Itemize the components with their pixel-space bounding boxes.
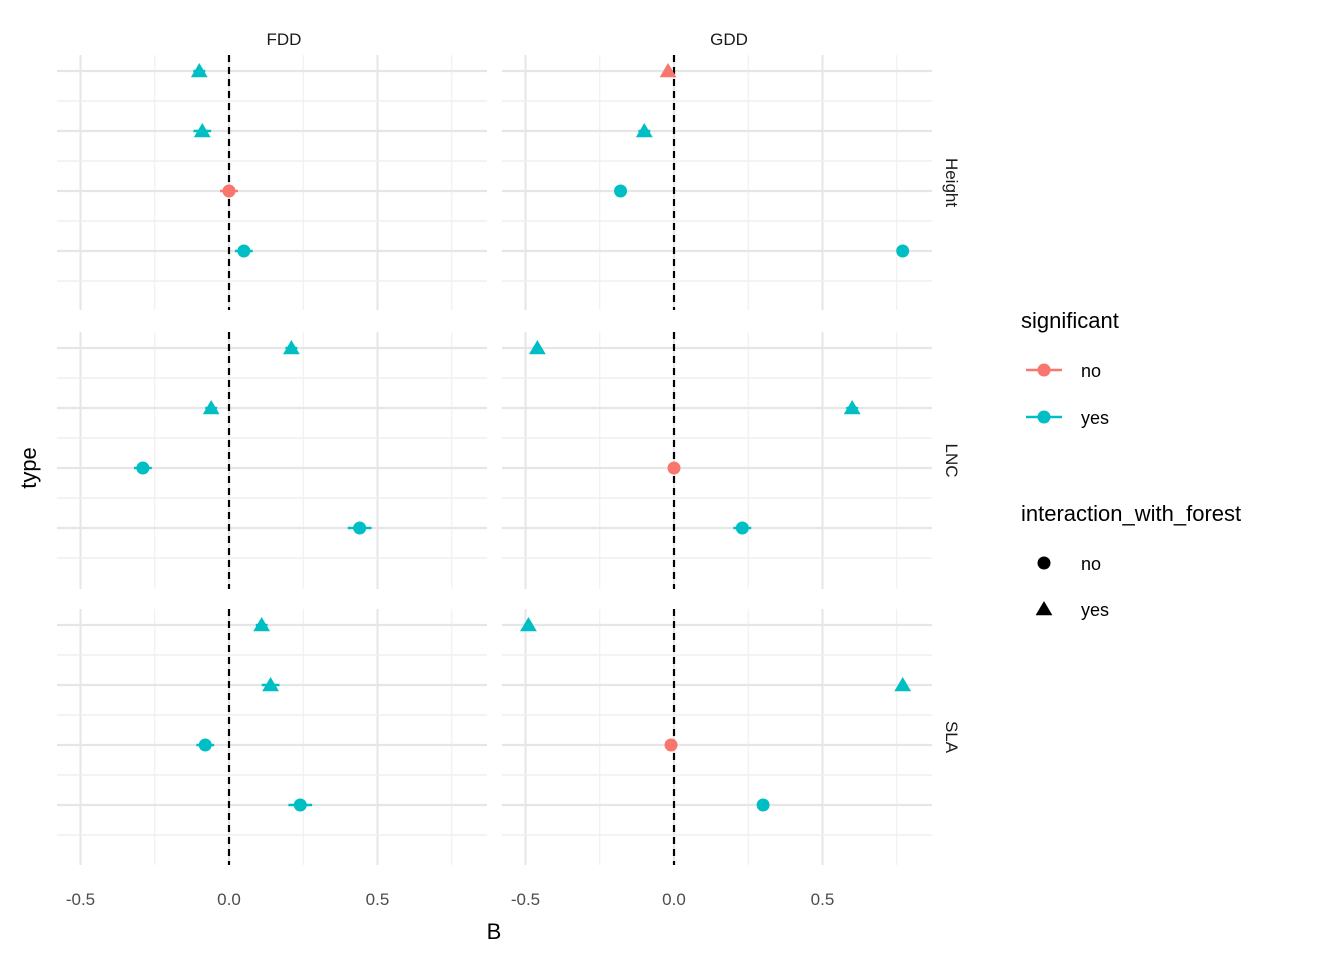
data-point-triangle [193,123,211,138]
x-axis-ticks: -0.5 0.0 0.5 -0.5 0.0 0.5 [66,890,834,909]
legend-label-no: no [1081,361,1101,381]
data-point-triangle [282,340,300,355]
points-gdd-height [614,63,910,258]
legend-label-yes: yes [1081,408,1109,428]
points-gdd-sla [520,617,912,812]
data-point-circle [735,521,749,535]
data-point-circle [198,738,212,752]
x-tick-label: 0.5 [366,890,390,909]
strip-label-height: Height [942,158,961,207]
legend-label-shape-yes: yes [1081,600,1109,620]
data-point-circle [756,798,770,812]
panel-gdd-lnc [502,332,932,589]
points-fdd-height [190,63,253,258]
data-point-circle [353,521,367,535]
points-fdd-lnc [133,340,372,535]
data-point-circle [136,461,150,475]
y-axis-title: type [16,447,41,489]
panel-fdd-lnc [57,332,487,589]
x-tick-label: -0.5 [511,890,540,909]
points-gdd-lnc [528,340,861,535]
panel-fdd-height [57,55,487,310]
data-point-triangle [253,617,271,632]
data-point-triangle [190,63,208,78]
x-axis-title: B [487,919,502,944]
legend-key-circle [1037,556,1051,570]
strip-label-fdd: FDD [267,30,302,49]
data-point-circle [237,244,251,258]
strip-label-lnc: LNC [942,443,961,477]
x-tick-label: 0.0 [662,890,686,909]
strip-label-sla: SLA [942,721,961,754]
x-tick-label: -0.5 [66,890,95,909]
legend-title-interaction: interaction_with_forest [1021,501,1241,526]
data-point-circle [667,461,681,475]
legend-title-significant: significant [1021,308,1119,333]
data-point-triangle [520,617,537,632]
data-point-circle [614,184,628,198]
x-tick-label: 0.0 [217,890,241,909]
data-point-triangle [635,123,653,138]
legend-key-point [1037,363,1051,377]
data-point-triangle [262,677,279,692]
panel-gdd-height [502,55,932,310]
data-point-circle [664,738,678,752]
data-point-triangle [202,400,220,415]
panel-gdd-sla [502,609,932,865]
panel-fdd-sla [57,609,487,865]
data-point-circle [896,244,910,258]
legend-label-shape-no: no [1081,554,1101,574]
strip-label-gdd: GDD [710,30,748,49]
x-tick-label: 0.5 [811,890,835,909]
data-point-triangle [528,340,546,355]
data-point-circle [293,798,307,812]
facet-strips: FDD GDD Height LNC SLA [267,30,961,754]
data-point-circle [222,184,236,198]
legend-key-triangle [1035,601,1053,616]
data-point-triangle [659,63,677,78]
plot-panels [57,55,932,865]
legend: significantnoyesinteraction_with_forestn… [1021,308,1241,620]
legend-key-point [1037,410,1051,424]
data-point-triangle [843,400,861,415]
points-fdd-sla [196,617,313,812]
data-point-triangle [894,677,912,692]
